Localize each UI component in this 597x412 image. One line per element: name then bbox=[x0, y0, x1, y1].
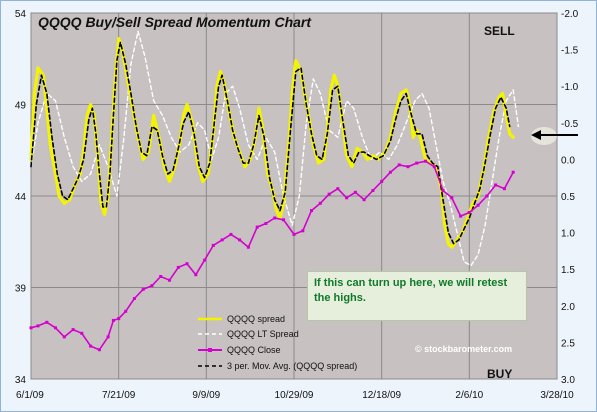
close-point bbox=[106, 335, 110, 339]
close-point bbox=[380, 179, 384, 183]
close-point bbox=[273, 216, 277, 220]
right-tick-label: -1.5 bbox=[561, 46, 579, 57]
close-point bbox=[159, 275, 163, 278]
copyright-text: © stockbarometer.com bbox=[415, 344, 512, 354]
close-point bbox=[36, 324, 40, 328]
x-tick-label: 9/9/09 bbox=[192, 390, 220, 401]
close-point bbox=[318, 201, 322, 205]
close-point bbox=[220, 238, 224, 242]
sell-label: SELL bbox=[484, 24, 515, 38]
left-tick-label: 44 bbox=[15, 192, 27, 203]
close-point bbox=[264, 222, 268, 225]
close-point bbox=[441, 189, 445, 192]
close-point bbox=[168, 278, 171, 282]
legend-marker-close bbox=[208, 348, 212, 352]
close-point bbox=[80, 331, 84, 335]
close-point bbox=[459, 214, 463, 218]
close-point bbox=[424, 159, 427, 163]
close-point bbox=[150, 284, 154, 288]
close-point bbox=[62, 335, 66, 339]
annotation-arrow bbox=[531, 127, 578, 145]
close-point bbox=[467, 211, 471, 214]
annotation-note: If this can turn up here, we will retest… bbox=[307, 271, 527, 321]
close-point bbox=[238, 238, 242, 242]
close-point bbox=[371, 189, 375, 192]
close-point bbox=[246, 245, 250, 249]
left-axis-labels: 54 49 44 39 34 bbox=[15, 9, 27, 386]
close-point bbox=[229, 232, 233, 236]
close-point bbox=[132, 297, 136, 300]
close-point bbox=[292, 232, 296, 236]
close-point bbox=[301, 229, 305, 233]
close-point bbox=[71, 328, 75, 332]
x-tick-label: 2/6/10 bbox=[455, 390, 483, 401]
close-point bbox=[176, 265, 180, 269]
close-point bbox=[54, 326, 57, 330]
series-layer bbox=[29, 30, 520, 352]
legend: QQQQ spread QQQQ LT Spread QQQQ Close 3 … bbox=[198, 314, 357, 371]
left-tick-label: 49 bbox=[15, 101, 27, 112]
legend-label-mov-avg: 3 per. Mov. Avg. (QQQQ spread) bbox=[227, 361, 357, 371]
right-tick-label: -2.0 bbox=[561, 9, 579, 20]
close-point bbox=[362, 198, 366, 202]
left-tick-label: 34 bbox=[15, 375, 27, 386]
close-point bbox=[476, 203, 480, 207]
close-point bbox=[432, 165, 436, 169]
close-point bbox=[494, 183, 498, 187]
close-point bbox=[185, 262, 189, 266]
close-point bbox=[29, 326, 33, 330]
close-point bbox=[415, 161, 419, 165]
legend-label-close: QQQQ Close bbox=[227, 345, 281, 355]
close-point bbox=[203, 258, 207, 262]
right-tick-label: 0.0 bbox=[561, 155, 575, 166]
x-axis-labels: 6/1/09 7/21/09 9/9/09 10/29/09 12/18/09 2/6/1… bbox=[16, 390, 574, 401]
close-point bbox=[124, 309, 128, 313]
x-tick-label: 3/28/10 bbox=[540, 390, 574, 401]
left-tick-label: 39 bbox=[15, 284, 27, 295]
close-point bbox=[211, 243, 215, 247]
close-point bbox=[141, 287, 145, 291]
right-axis-labels: -2.0 -1.5 -1.0 -0.5 0.0 0.5 1.0 1.5 2.0 2.5 3.0 bbox=[561, 9, 579, 386]
close-point bbox=[388, 170, 392, 174]
right-tick-label: 1.0 bbox=[561, 229, 575, 240]
close-point bbox=[502, 187, 506, 191]
close-point bbox=[282, 218, 285, 222]
x-tick-label: 12/18/09 bbox=[362, 390, 401, 401]
chart-title: QQQQ Buy/Sell Spread Momentum Chart bbox=[38, 14, 312, 30]
right-tick-label: 2.0 bbox=[561, 302, 575, 313]
close-point bbox=[45, 320, 49, 324]
right-tick-label: -1.0 bbox=[561, 82, 579, 93]
close-point bbox=[310, 209, 313, 213]
series-spread bbox=[29, 37, 515, 249]
close-point bbox=[511, 170, 515, 174]
close-point bbox=[117, 317, 121, 321]
close-point bbox=[353, 190, 357, 194]
right-tick-label: 0.5 bbox=[561, 192, 575, 203]
x-tick-label: 7/21/09 bbox=[102, 390, 136, 401]
x-tick-label: 10/29/09 bbox=[275, 390, 314, 401]
legend-label-lt-spread: QQQQ LT Spread bbox=[227, 329, 299, 339]
right-tick-label: 3.0 bbox=[561, 375, 575, 386]
right-tick-label: -0.5 bbox=[561, 119, 579, 130]
x-tick-label: 6/1/09 bbox=[16, 390, 44, 401]
close-point bbox=[406, 165, 410, 169]
close-point bbox=[397, 163, 401, 167]
buy-label: BUY bbox=[487, 367, 512, 381]
close-point bbox=[327, 192, 331, 196]
close-point bbox=[336, 187, 340, 191]
close-point bbox=[345, 196, 349, 200]
left-tick-label: 54 bbox=[15, 9, 27, 20]
close-point bbox=[255, 225, 259, 229]
right-tick-label: 2.5 bbox=[561, 338, 575, 349]
close-point bbox=[450, 196, 454, 200]
close-point bbox=[97, 348, 101, 352]
right-tick-label: 1.5 bbox=[561, 265, 575, 276]
close-point bbox=[111, 318, 115, 322]
legend-label-spread: QQQQ spread bbox=[227, 314, 285, 324]
series-mov-avg bbox=[30, 41, 511, 245]
close-point bbox=[485, 194, 489, 198]
close-point bbox=[89, 344, 93, 348]
close-point bbox=[194, 273, 198, 277]
